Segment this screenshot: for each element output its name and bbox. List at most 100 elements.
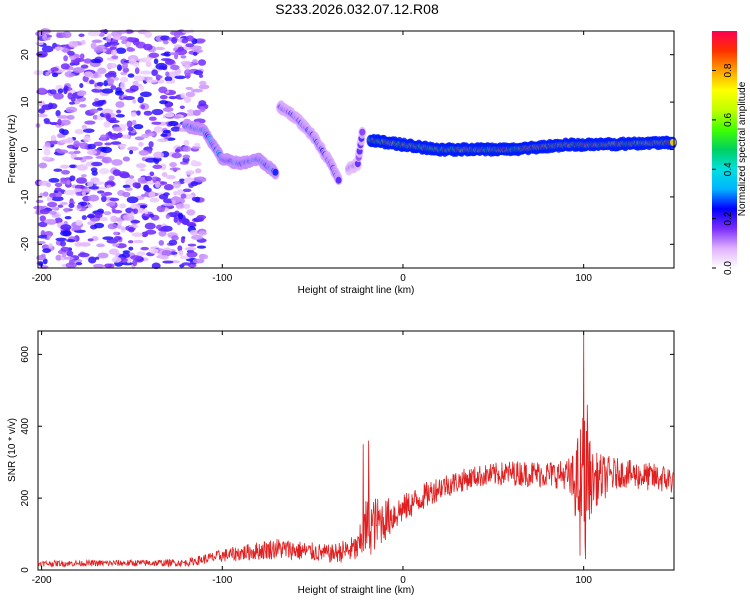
spectrogram-cell-811 (164, 112, 175, 118)
spectrogram-cell-898 (112, 126, 122, 132)
spectrogram-cell-843 (42, 191, 49, 197)
spectrogram-cell-699 (44, 121, 52, 125)
spectrogram-cell-233 (121, 134, 131, 139)
spectrogram-cell-764 (161, 249, 172, 257)
spectrogram-cell-846 (182, 188, 192, 193)
spectrogram-cell-892 (133, 75, 145, 82)
spectrogram-cell-752 (83, 71, 94, 78)
spectrogram-cell-897 (148, 141, 154, 148)
spectrogram-cell-4 (115, 114, 125, 118)
spectrogram-cell-404 (75, 219, 83, 226)
spectrogram-cell-767 (93, 181, 105, 185)
spectrogram-cell-815 (107, 223, 118, 230)
spectrogram-cell-14 (134, 67, 140, 75)
spectrogram-cell-223 (177, 245, 183, 252)
spectrogram-cell-763 (135, 163, 147, 169)
spectrogram-cell-343 (55, 237, 67, 242)
spectrogram-cell-643 (49, 121, 58, 126)
spectrogram-cell-740 (144, 209, 149, 215)
spectrogram-cell-621 (125, 187, 133, 192)
spectrogram-cell-282 (91, 170, 98, 176)
spectrogram-cell-732 (141, 231, 149, 237)
spectrogram-cell-688 (116, 64, 122, 71)
spectrogram-cell-705 (109, 133, 119, 140)
spectrogram-cell-607 (191, 159, 198, 166)
spectrogram-cell-353 (185, 43, 195, 48)
spectrogram-cell-702 (165, 71, 170, 77)
spectrogram-cell-370 (91, 161, 103, 167)
spectrogram-cell-630 (37, 234, 49, 239)
spectrogram-cell-618 (151, 108, 164, 116)
spectrogram-cell-186 (121, 261, 134, 266)
spectrogram-cell-489 (184, 247, 197, 251)
spectrogram-cell-645 (198, 100, 207, 107)
spectrogram-cell-791 (128, 226, 135, 233)
spectrogram-cell-711 (122, 62, 128, 69)
spectrogram-cell-747 (159, 100, 168, 105)
spectrogram-ytick-label-2: 0 (20, 146, 31, 152)
spectrogram-cell-402 (63, 207, 69, 213)
spectrogram-cell-567 (183, 139, 190, 147)
spectrogram-cell-253 (64, 216, 72, 220)
spectrogram-cell-639 (174, 75, 186, 80)
spectrogram-cell-762 (130, 111, 137, 117)
spectrogram-cell-765 (154, 46, 166, 51)
snr-series-line (37, 332, 675, 568)
spectrogram-cell-46 (37, 113, 48, 118)
spectrogram-cell-444 (151, 69, 158, 76)
spectrogram-cell-560 (66, 114, 75, 120)
spectrogram-cell-869 (171, 199, 176, 205)
spectrogram-cell-244 (46, 182, 52, 188)
snr-ytick-label-0: 0 (20, 567, 31, 573)
spectrogram-cell-677 (139, 176, 147, 181)
spectrogram-cell-77 (153, 58, 159, 65)
spectrogram-cell-331 (79, 82, 84, 89)
spectrogram-cell-758 (184, 221, 196, 226)
spectrogram-cell-870 (173, 216, 178, 223)
spectrogram-cell-530 (162, 260, 174, 264)
spectrogram-cell-786 (42, 37, 51, 41)
spectrogram-cell-586 (136, 110, 141, 116)
spectrogram-cell-397 (175, 203, 186, 209)
spectrogram-cell-405 (194, 142, 201, 147)
spectrogram-cell-498 (39, 215, 46, 222)
spectrogram-cell-649 (66, 250, 74, 257)
spectrogram-cell-819 (63, 85, 69, 92)
spectrogram-cell-584 (72, 67, 85, 74)
spectrogram-cell-211 (76, 164, 88, 171)
spectrogram-cell-731 (130, 203, 141, 210)
spectrogram-cell-844 (41, 104, 53, 110)
spectrogram-cell-337 (74, 128, 85, 135)
spectrogram-cell-744 (61, 169, 70, 175)
spectrogram-cell-809 (97, 252, 109, 259)
spectrogram-cell-1820 (669, 138, 676, 146)
spectrogram-cell-805 (109, 41, 120, 46)
spectrogram-cell-613 (136, 207, 145, 214)
snr-ytick-label-1: 200 (20, 489, 31, 506)
spectrogram-cell-73 (187, 243, 197, 247)
spectrogram-cell-684 (121, 252, 130, 259)
spectrogram-cell-308 (60, 240, 66, 247)
snr-xtick-label-2: 0 (400, 575, 406, 586)
spectrogram-cell-789 (144, 175, 153, 182)
spectrogram-cell-885 (169, 167, 181, 171)
spectrogram-cell-802 (57, 88, 64, 94)
spectrogram-cell-155 (112, 243, 120, 247)
spectrogram-cell-480 (39, 192, 44, 198)
spectrogram-cell-770 (131, 232, 143, 237)
spectrogram-cell-633 (132, 259, 138, 267)
spectrogram-cell-875 (73, 157, 83, 161)
spectrogram-cell-242 (109, 46, 117, 50)
spectrogram-cell-837 (139, 70, 152, 75)
spectrogram-cell-676 (165, 80, 173, 84)
spectrogram-cell-726 (38, 261, 44, 267)
spectrogram-cell-510 (130, 255, 142, 261)
spectrogram-cell-305 (196, 245, 207, 249)
spectrogram-cell-823 (76, 204, 82, 209)
spectrogram-cell-249 (173, 190, 178, 196)
spectrogram-cell-424 (132, 99, 137, 104)
spectrogram-cell-865 (160, 255, 169, 260)
spectrogram-cell-389 (148, 116, 157, 121)
spectrogram-plot-area (33, 28, 677, 270)
